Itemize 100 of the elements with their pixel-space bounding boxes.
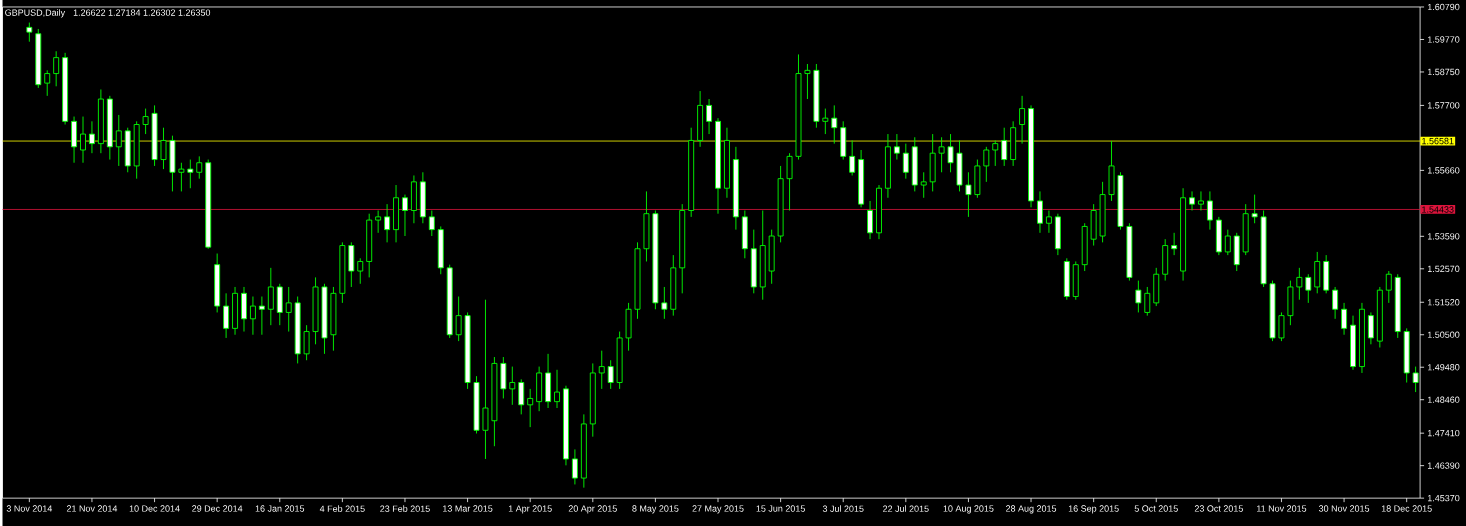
candlestick xyxy=(706,98,713,135)
x-tick-label: 18 Dec 2015 xyxy=(1381,505,1432,512)
y-tick-label: 1.48460 xyxy=(1427,396,1460,403)
candlestick xyxy=(893,133,900,160)
x-tick-label: 1 Apr 2015 xyxy=(508,505,552,514)
x-tick-label: 4 Feb 2015 xyxy=(319,505,365,512)
candlestick xyxy=(947,133,954,173)
candlestick xyxy=(849,139,856,176)
candlestick xyxy=(26,22,33,43)
candlestick xyxy=(80,116,86,164)
x-tick-label: 20 Apr 2015 xyxy=(568,505,617,514)
candlestick xyxy=(518,378,525,415)
y-tick-label: 1.49480 xyxy=(1427,364,1460,371)
x-tick-label: 16 Sep 2015 xyxy=(1068,505,1119,514)
candlestick xyxy=(482,299,489,460)
candlestick xyxy=(455,296,462,342)
candlestick xyxy=(786,152,793,211)
candlestick xyxy=(1144,286,1151,317)
candlestick xyxy=(965,171,972,218)
x-tick-label: 28 Aug 2015 xyxy=(1006,505,1057,514)
candlestick xyxy=(196,155,203,180)
x-tick-label: 5 Oct 2015 xyxy=(1134,505,1178,512)
candlestick xyxy=(1189,190,1195,211)
x-tick-label: 16 Jan 2015 xyxy=(255,505,305,512)
candlestick xyxy=(1037,190,1043,234)
candlestick xyxy=(920,171,927,199)
candlestick xyxy=(285,286,292,332)
candlestick xyxy=(1206,190,1213,231)
candlestick xyxy=(303,324,310,361)
y-tick-label: 1.52570 xyxy=(1427,265,1460,272)
candlestick xyxy=(53,50,60,87)
candlestick xyxy=(187,159,194,189)
candlestick xyxy=(938,136,945,173)
x-tick-label: 23 Oct 2015 xyxy=(1194,505,1243,512)
x-tick-label: 27 May 2015 xyxy=(692,505,744,514)
x-tick-label: 29 Dec 2014 xyxy=(192,505,243,512)
y-tick-label: 1.50500 xyxy=(1427,331,1460,338)
candlestick xyxy=(1019,95,1026,145)
y-tick-label: 1.46390 xyxy=(1427,462,1460,469)
x-tick-label: 11 Nov 2015 xyxy=(1257,505,1307,512)
candlestick xyxy=(867,200,873,240)
candlestick xyxy=(384,203,391,243)
candlestick xyxy=(1198,190,1204,211)
chart-title: GBPUSD,Daily xyxy=(5,9,66,18)
ref-line-label: 1.54433 xyxy=(1422,206,1454,213)
candlestick xyxy=(831,104,838,145)
y-tick-label: 1.57700 xyxy=(1427,102,1460,109)
y-tick-label: 1.53590 xyxy=(1427,233,1460,240)
chart-subtitle: 1.26622 1.27184 1.26302 1.26350 xyxy=(73,9,211,16)
candlestick xyxy=(1305,273,1312,304)
x-tick-label: 13 Mar 2015 xyxy=(443,505,493,512)
candlestick xyxy=(249,296,256,336)
x-tick-label: 21 Nov 2014 xyxy=(66,505,118,512)
candlestick xyxy=(375,210,382,234)
candlestick xyxy=(1171,232,1178,256)
x-tick-label: 10 Dec 2014 xyxy=(129,505,180,512)
candlestick xyxy=(571,448,578,485)
y-tick-label: 1.59770 xyxy=(1427,36,1460,43)
candlestick xyxy=(1385,270,1392,304)
x-tick-label: 3 Nov 2014 xyxy=(6,505,53,512)
y-tick-label: 1.51520 xyxy=(1427,299,1460,306)
candlestick xyxy=(402,194,408,237)
candlestick xyxy=(1135,280,1142,313)
candlestick xyxy=(992,139,999,167)
candlestick xyxy=(598,350,605,390)
candlestick xyxy=(357,257,364,285)
candlestick xyxy=(902,143,909,180)
ref-line-label: 1.56581 xyxy=(1422,137,1454,145)
candlestick xyxy=(267,267,274,326)
candlestick xyxy=(178,162,185,192)
candlestick xyxy=(223,292,230,339)
candlestick xyxy=(44,69,51,97)
x-tick-label: 22 Jul 2015 xyxy=(883,505,929,512)
x-tick-label: 23 Feb 2015 xyxy=(380,505,430,512)
candlestick xyxy=(1045,210,1052,234)
y-tick-label: 1.47410 xyxy=(1427,429,1460,437)
y-tick-label: 1.58750 xyxy=(1427,68,1460,76)
candlestick xyxy=(1367,311,1374,345)
x-tick-label: 8 May 2015 xyxy=(632,505,679,514)
candlestick xyxy=(607,359,614,390)
candlestick xyxy=(115,114,122,167)
candlestick xyxy=(661,286,668,320)
candlestick xyxy=(1278,311,1285,342)
x-tick-label: 10 Aug 2015 xyxy=(943,505,994,514)
candlestick xyxy=(1001,127,1008,167)
candlestick xyxy=(258,296,265,336)
candlestick xyxy=(1224,229,1231,256)
y-tick-label: 1.55660 xyxy=(1427,167,1460,174)
y-tick-label: 1.60790 xyxy=(1427,3,1460,11)
candlestick xyxy=(142,108,149,135)
candlestick xyxy=(88,120,95,154)
candlestick xyxy=(1341,302,1348,336)
x-tick-label: 30 Nov 2015 xyxy=(1318,505,1370,512)
candlestick xyxy=(428,210,435,237)
y-tick-label: 1.45370 xyxy=(1427,494,1460,502)
candlestick xyxy=(509,366,516,406)
candlestick xyxy=(554,369,560,409)
candlestick xyxy=(983,146,990,183)
candlestick xyxy=(822,108,829,135)
candlestick xyxy=(804,63,811,100)
